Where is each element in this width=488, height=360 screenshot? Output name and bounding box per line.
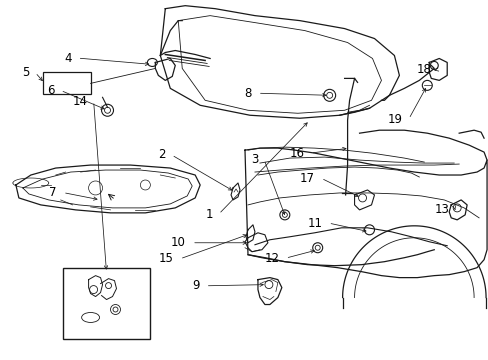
Text: 12: 12 [264,252,279,265]
Bar [62,268,150,339]
Text: 13: 13 [433,203,448,216]
Text: 16: 16 [289,147,304,159]
Text: 7: 7 [49,186,57,199]
Text: 8: 8 [244,87,251,100]
Text: 1: 1 [205,208,212,221]
Text: 14: 14 [73,95,87,108]
Text: 2: 2 [158,148,165,161]
Bar [42,72,90,94]
Text: 5: 5 [22,66,29,79]
Text: 19: 19 [387,113,402,126]
Text: 11: 11 [307,216,322,230]
Text: 17: 17 [300,172,314,185]
Text: 9: 9 [192,279,199,292]
Text: 15: 15 [159,252,174,265]
Text: 18: 18 [416,63,431,76]
Text: 10: 10 [171,236,185,249]
Text: 4: 4 [64,51,71,64]
Text: 3: 3 [250,153,258,166]
Text: 6: 6 [47,84,55,97]
